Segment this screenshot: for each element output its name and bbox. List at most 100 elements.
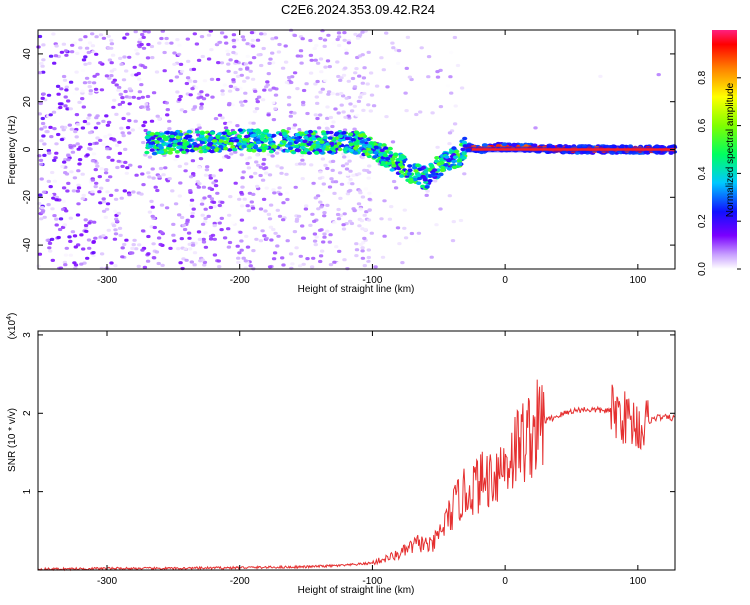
spectrogram-noise-point bbox=[67, 235, 72, 239]
spectrogram-noise-point bbox=[125, 166, 130, 170]
spectrogram-noise-point bbox=[223, 35, 228, 39]
spectrogram-noise-point bbox=[78, 46, 83, 50]
spectrogram-ridge-point bbox=[209, 131, 216, 135]
spectrogram-ridge-point bbox=[439, 161, 445, 165]
spectrogram-ridge-point bbox=[259, 134, 266, 139]
spectrogram-ridge-point bbox=[284, 149, 291, 153]
spectrogram-noise-point bbox=[188, 247, 193, 251]
spectrogram-noise-point bbox=[241, 38, 246, 42]
spectrogram-noise-point bbox=[202, 79, 208, 83]
spectrogram-noise-point bbox=[295, 87, 300, 91]
spectrogram-noise-point bbox=[273, 107, 278, 111]
spectrogram-noise-point bbox=[344, 167, 350, 171]
spectrogram-noise-point bbox=[177, 164, 182, 168]
spectrogram-noise-point bbox=[140, 248, 145, 252]
spectrogram-noise-point bbox=[322, 214, 327, 218]
spectrogram-noise-point bbox=[255, 184, 260, 188]
spectrogram-noise-point bbox=[40, 210, 45, 214]
spectrogram-ridge-point bbox=[429, 163, 435, 168]
spectrogram-noise-point bbox=[328, 233, 333, 237]
spectrogram-noise-point bbox=[303, 207, 309, 211]
spectrogram-noise-point bbox=[113, 264, 118, 268]
x-tick-label: -300 bbox=[97, 576, 117, 587]
spectrogram-noise-point bbox=[275, 244, 280, 248]
spectrogram-y-axis-label: Frequency (Hz) bbox=[7, 116, 18, 185]
spectrogram-noise-point bbox=[235, 124, 240, 128]
spectrogram-noise-point bbox=[86, 122, 91, 126]
spectrogram-noise-point bbox=[147, 210, 153, 214]
spectrogram-noise-point bbox=[105, 190, 110, 194]
spectrogram-noise-point bbox=[144, 102, 149, 106]
spectrogram-ridge-point bbox=[199, 134, 205, 138]
spectrogram-ridge-point bbox=[294, 132, 300, 137]
spectrogram-noise-point bbox=[54, 142, 59, 146]
spectrogram-noise-point bbox=[128, 251, 134, 255]
spectrogram-ridge-point bbox=[373, 151, 379, 155]
spectrogram-noise-point bbox=[245, 54, 250, 59]
spectrogram-noise-point bbox=[199, 35, 205, 39]
spectrogram-noise-point bbox=[318, 57, 324, 61]
spectrogram-noise-point bbox=[114, 219, 120, 223]
spectrogram-noise-point bbox=[243, 99, 248, 103]
spectrogram-ridge-point bbox=[408, 178, 414, 182]
spectrogram-ridge-point bbox=[149, 148, 155, 152]
spectrogram-ridge-point bbox=[251, 149, 257, 153]
spectrogram-noise-point bbox=[271, 101, 276, 105]
spectrogram-noise-point bbox=[216, 259, 221, 263]
spectrogram-noise-point bbox=[159, 230, 164, 234]
spectrogram-noise-point bbox=[65, 107, 70, 111]
spectrogram-noise-point bbox=[197, 182, 202, 186]
spectrogram-noise-point bbox=[76, 183, 81, 187]
spectrogram-noise-point bbox=[219, 31, 225, 35]
spectrogram-ridge-point bbox=[148, 141, 154, 146]
spectrogram-noise-point bbox=[66, 181, 71, 185]
spectrogram-noise-point bbox=[226, 52, 231, 57]
spectrogram-noise-point bbox=[183, 169, 188, 173]
spectrogram-noise-point bbox=[315, 79, 320, 84]
spectrogram-noise-point bbox=[205, 93, 210, 97]
spectrogram-noise-point bbox=[130, 73, 135, 77]
spectrogram-noise-point bbox=[62, 223, 68, 227]
spectrogram-ridge-point bbox=[262, 129, 269, 133]
spectrogram-noise-point bbox=[448, 75, 453, 79]
spectrogram-ridge-point bbox=[186, 129, 192, 134]
spectrogram-noise-point bbox=[189, 260, 194, 264]
spectrogram-noise-point bbox=[117, 151, 123, 155]
snr-x-axis-label: Height of straight line (km) bbox=[298, 585, 415, 596]
spectrogram-noise-point bbox=[352, 104, 357, 108]
spectrogram-noise-point bbox=[91, 50, 96, 54]
spectrogram-noise-point bbox=[296, 214, 302, 218]
spectrogram-noise-point bbox=[211, 181, 216, 185]
spectrogram-ridge-point bbox=[236, 142, 242, 146]
spectrogram-noise-point bbox=[91, 152, 97, 156]
spectrogram-noise-point bbox=[171, 233, 176, 237]
spectrogram-noise-point bbox=[328, 263, 334, 267]
spectrogram-noise-point bbox=[190, 211, 195, 215]
spectrogram-noise-point bbox=[73, 263, 79, 267]
spectrogram-noise-point bbox=[119, 62, 124, 66]
spectrogram-noise-point bbox=[452, 122, 458, 126]
spectrogram-noise-point bbox=[414, 112, 419, 117]
spectrogram-ridge-point bbox=[144, 135, 150, 140]
spectrogram-ridge-point bbox=[439, 157, 445, 161]
spectrogram-noise-point bbox=[266, 72, 271, 76]
spectrogram-noise-point bbox=[113, 209, 118, 213]
spectrogram-noise-point bbox=[93, 87, 99, 91]
spectrogram-noise-point bbox=[284, 191, 290, 195]
spectrogram-noise-point bbox=[236, 260, 241, 264]
spectrogram-ridge-point bbox=[457, 162, 463, 166]
spectrogram-noise-point bbox=[227, 213, 232, 217]
spectrogram-noise-point bbox=[117, 226, 123, 230]
spectrogram-noise-point bbox=[68, 216, 74, 220]
spectrogram-ridge-point bbox=[367, 144, 373, 149]
spectrogram-noise-point bbox=[322, 232, 327, 236]
spectrogram-noise-point bbox=[40, 64, 45, 68]
spectrogram-noise-point bbox=[344, 48, 349, 52]
spectrogram-noise-point bbox=[172, 239, 177, 243]
spectrogram-noise-point bbox=[106, 155, 111, 159]
spectrogram-noise-point bbox=[245, 42, 250, 46]
spectrogram-noise-point bbox=[350, 76, 356, 81]
spectrogram-noise-point bbox=[385, 85, 390, 89]
spectrogram-noise-point bbox=[124, 171, 129, 175]
y-tick-label: -40 bbox=[22, 237, 33, 252]
